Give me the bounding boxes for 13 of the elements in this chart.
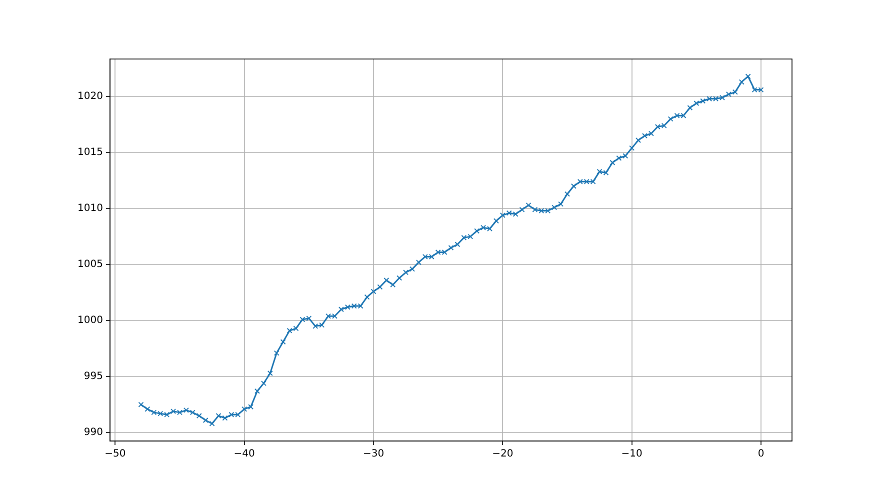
y-tick-label: 1015 bbox=[78, 147, 103, 158]
y-tick-label: 990 bbox=[84, 427, 103, 438]
x-tick-label: −10 bbox=[621, 448, 642, 460]
x-tick-label: −20 bbox=[492, 448, 514, 460]
x-tick-label: −30 bbox=[362, 448, 384, 460]
x-tick-label: −40 bbox=[234, 448, 255, 460]
y-tick-label: 1010 bbox=[78, 203, 103, 214]
y-tick-label: 1005 bbox=[78, 259, 103, 270]
y-tick-label: 1000 bbox=[78, 315, 103, 326]
x-tick-label: −50 bbox=[104, 448, 126, 460]
y-tick-label: 1020 bbox=[78, 91, 103, 102]
x-tick-label: 0 bbox=[758, 448, 764, 460]
y-tick-label: 995 bbox=[84, 371, 103, 382]
